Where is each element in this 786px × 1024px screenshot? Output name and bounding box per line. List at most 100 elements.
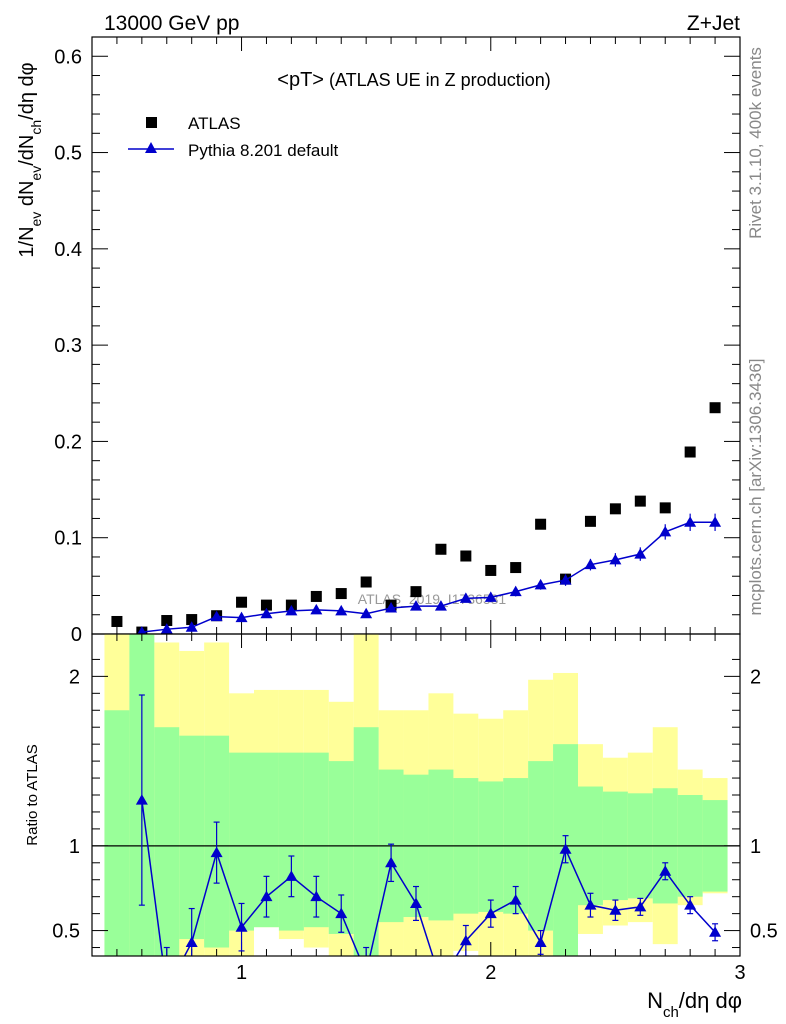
atlas-point — [485, 564, 497, 576]
y-tick-label-right: 2 — [750, 666, 761, 688]
pythia-point — [185, 621, 198, 632]
uncertainty-band-inner — [154, 727, 180, 956]
ratio-plot: 1 2 30.5 0.51 12 2 Ratio to ATLAS Nch/dη dφ — [24, 633, 778, 1021]
atlas-point — [410, 586, 422, 598]
pythia-point — [634, 548, 647, 559]
ratio-point — [260, 890, 273, 902]
y-tick-label: 0.3 — [54, 335, 82, 357]
uncertainty-band-inner — [278, 752, 304, 931]
main-title-pt: <pT> — [277, 69, 324, 91]
y-tick-label: 1 — [69, 836, 80, 858]
ratio-point — [634, 900, 647, 912]
ratio-point — [385, 856, 398, 868]
pythia-line — [141, 521, 716, 633]
main-title-rest: (ATLAS UE in Z production) — [324, 70, 551, 90]
atlas-point — [609, 503, 621, 515]
ratio-point — [534, 936, 547, 947]
y-tick-label: 0 — [71, 624, 82, 646]
main-title: <pT> (ATLAS UE in Z production) — [277, 69, 550, 91]
pythia-point — [285, 604, 298, 616]
uncertainty-band-inner — [478, 781, 504, 912]
legend-label-pythia: Pythia 8.201 default — [188, 141, 339, 160]
atlas-point — [360, 576, 372, 588]
atlas-point — [186, 614, 198, 626]
ratio-point — [161, 984, 173, 995]
atlas-point — [161, 615, 173, 627]
atlas-point — [535, 518, 547, 530]
legend: ATLAS Pythia 8.201 default — [128, 114, 339, 160]
atlas-point — [510, 562, 522, 574]
atlas-point — [435, 543, 447, 555]
main-plot: ATLAS_2019_I1736531 00.10.20.30.40.50.6 … — [16, 36, 741, 646]
ratio-plot-frame — [91, 633, 741, 957]
rivet-label: Rivet 3.1.10, 400k events — [746, 47, 765, 239]
ratio-point — [335, 907, 348, 919]
ratio-point — [684, 899, 697, 910]
legend-label-atlas: ATLAS — [188, 114, 241, 133]
atlas-point — [335, 588, 347, 600]
ratio-point — [459, 934, 472, 946]
uncertainty-band-inner — [179, 735, 205, 940]
x-tick-label: 1 — [236, 962, 247, 984]
header-left: 13000 GeV pp — [104, 12, 239, 35]
atlas-point — [659, 502, 671, 514]
atlas-point — [634, 495, 646, 507]
atlas-point — [260, 599, 272, 611]
pythia-point — [235, 611, 248, 623]
ratio-point — [410, 897, 422, 908]
y-tick-label: 0.5 — [54, 143, 82, 165]
pythia-point — [310, 603, 323, 615]
x-tick-label: 3 — [734, 962, 745, 984]
main-axis-ticks: 0 0.1 0.2 0.3 0.4 0.5 0.6 — [54, 37, 740, 646]
ratio-point — [310, 890, 323, 902]
pythia-point — [559, 574, 572, 585]
ratio-point — [285, 870, 298, 881]
pythia-point — [335, 604, 348, 616]
y-tick-label: 0.4 — [54, 239, 82, 261]
y-tick-label: 2 — [69, 666, 80, 688]
uncertainty-band-inner — [353, 727, 379, 956]
atlas-point — [684, 446, 696, 458]
y-tick-label-right: 1 — [750, 836, 761, 858]
ratio-point — [360, 967, 372, 978]
ratio-point — [584, 899, 597, 910]
ratio-y-axis-label: Ratio to ATLAS — [24, 744, 41, 845]
pythia-point — [534, 578, 547, 590]
atlas-point — [236, 596, 248, 608]
uncertainty-band-inner — [104, 710, 130, 956]
ratio-axis-ticks: 1 2 30.5 0.51 12 2 — [52, 634, 778, 984]
ratio-point — [235, 921, 248, 932]
ratio-point — [509, 894, 522, 905]
mcplots-label: mcplots.cern.ch [arXiv:1306.3436] — [746, 358, 765, 615]
atlas-point — [460, 550, 472, 562]
legend-marker-atlas — [146, 117, 157, 128]
y-tick-label: 0.5 — [52, 921, 80, 943]
y-tick-label: 0.6 — [54, 46, 82, 68]
y-tick-label: 0.1 — [54, 528, 82, 550]
pythia-point — [509, 585, 522, 597]
ratio-point — [210, 846, 223, 858]
atlas-point — [310, 590, 322, 602]
atlas-point — [584, 515, 596, 527]
uncertainty-band-inner — [428, 769, 454, 921]
atlas-point — [111, 615, 123, 627]
pythia-point — [160, 623, 173, 634]
pythia-point — [659, 525, 672, 537]
ratio-point — [135, 794, 148, 805]
pythia-point — [684, 516, 697, 527]
pythia-point — [410, 600, 422, 611]
pythia-point — [385, 602, 398, 613]
ratio-point — [185, 936, 198, 947]
pythia-point — [584, 558, 597, 570]
ratio-point — [659, 865, 672, 876]
legend-marker-pythia — [145, 142, 157, 153]
x-tick-label: 2 — [485, 962, 496, 984]
pythia-point — [360, 607, 373, 619]
atlas-point — [709, 402, 721, 414]
watermark: ATLAS_2019_I1736531 — [358, 591, 507, 607]
ratio-point — [709, 926, 722, 937]
pythia-point — [434, 600, 447, 611]
pythia-point — [609, 553, 622, 565]
pythia-point — [210, 610, 223, 622]
